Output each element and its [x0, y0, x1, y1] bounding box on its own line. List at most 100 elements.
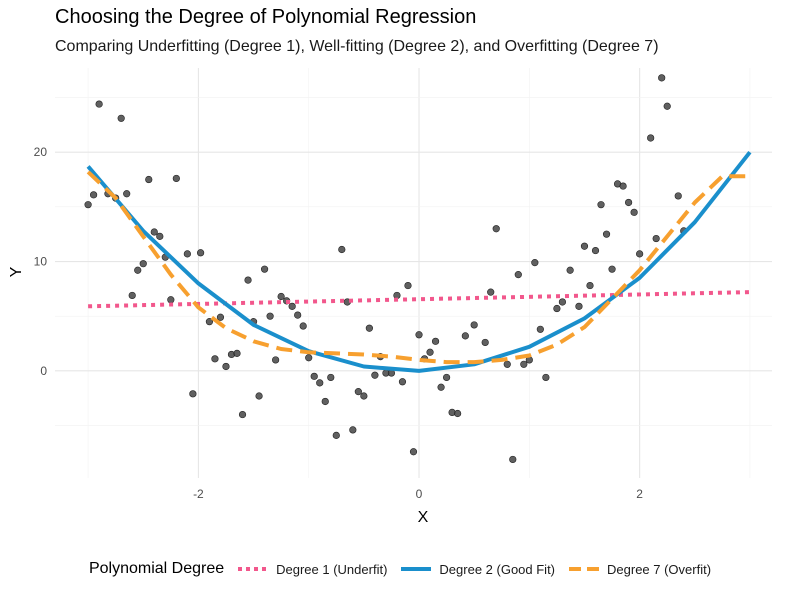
data-point [619, 182, 627, 190]
data-point [90, 191, 98, 199]
legend-key-dotted [238, 567, 269, 571]
data-point [558, 298, 567, 306]
data-point [238, 410, 247, 419]
data-point [520, 360, 528, 368]
data-point [586, 281, 594, 290]
line-degree-2 [86, 150, 752, 373]
x-axis-title: X [418, 509, 429, 526]
line-degree-7 [86, 170, 750, 365]
data-point [216, 313, 225, 321]
data-point [426, 348, 434, 356]
data-point [338, 245, 346, 254]
data-point [197, 249, 205, 257]
data-point [244, 276, 252, 284]
legend-label-degree-2: Degree 2 (Good Fit) [439, 561, 556, 577]
x-tick-label: 2 [636, 487, 643, 501]
data-point [277, 292, 285, 301]
data-point [674, 192, 682, 200]
legend-item-degree-2: Degree 2 (Good Fit) [399, 562, 555, 577]
data-point [531, 259, 539, 267]
data-point [288, 302, 296, 310]
data-point [189, 390, 197, 398]
y-axis-title: Y [8, 266, 25, 277]
data-point [321, 397, 329, 406]
data-point [636, 250, 644, 258]
legend: Polynomial Degree Degree 1 (Underfit) De… [0, 556, 800, 582]
data-point [647, 134, 655, 142]
data-point [461, 332, 469, 340]
legend-label-degree-1: Degree 1 (Underfit) [276, 561, 388, 577]
scatter-points [84, 74, 688, 464]
data-point [128, 291, 136, 300]
data-point [316, 379, 324, 387]
chart-subtitle: Comparing Underfitting (Degree 1), Well-… [55, 38, 659, 55]
data-point [580, 242, 589, 250]
data-point [205, 318, 214, 326]
data-point [299, 322, 307, 330]
data-point [536, 325, 544, 333]
data-point [95, 100, 103, 108]
data-point [409, 448, 418, 456]
data-point [156, 232, 164, 240]
data-point [503, 360, 511, 368]
x-tick-label: 0 [416, 487, 423, 501]
data-point [327, 373, 335, 382]
legend-key-solid [401, 567, 432, 571]
data-point [542, 373, 550, 382]
data-point [431, 337, 440, 345]
data-point [602, 230, 611, 238]
data-point [332, 431, 340, 439]
data-point [470, 321, 478, 329]
data-point [658, 74, 666, 82]
data-point [310, 372, 318, 380]
data-point [360, 392, 368, 400]
data-point [233, 349, 241, 357]
data-point [509, 455, 517, 464]
line-degree-1 [88, 290, 750, 309]
data-point [608, 265, 616, 273]
data-point [84, 201, 92, 209]
data-point [415, 331, 423, 339]
fit-lines [86, 150, 752, 373]
legend-title: Polynomial Degree [88, 560, 225, 577]
data-point [260, 265, 269, 273]
data-point [272, 356, 280, 364]
data-point [123, 190, 131, 198]
data-point [481, 338, 489, 347]
data-point [172, 174, 180, 183]
data-point [150, 228, 158, 236]
legend-label-degree-7: Degree 7 (Overfit) [607, 561, 712, 577]
y-tick-label: 0 [40, 364, 47, 378]
data-point [211, 355, 219, 363]
legend-item-degree-7: Degree 7 (Overfit) [567, 562, 711, 577]
legend-item-degree-1: Degree 1 (Underfit) [236, 562, 387, 577]
data-point [398, 378, 407, 386]
data-point [167, 296, 175, 304]
data-point [514, 271, 522, 279]
data-point [553, 304, 561, 313]
legend-key-dashed [569, 567, 600, 571]
y-tick-label: 20 [34, 145, 48, 159]
grid-lines [55, 68, 772, 478]
chart-title: Choosing the Degree of Polynomial Regres… [55, 6, 477, 28]
data-point [145, 175, 153, 184]
data-point [566, 266, 574, 274]
data-point [591, 246, 600, 255]
data-point [652, 234, 660, 243]
data-point [442, 373, 451, 382]
data-point [624, 198, 633, 207]
data-point [294, 311, 302, 319]
data-point [222, 362, 230, 371]
data-point [255, 392, 263, 400]
data-point [575, 302, 583, 310]
data-point [404, 281, 412, 290]
data-point [454, 409, 462, 418]
x-tick-label: -2 [193, 487, 204, 501]
data-point [371, 371, 379, 379]
data-point [117, 114, 125, 122]
data-point [597, 201, 605, 209]
data-point [630, 208, 638, 216]
data-point [663, 102, 671, 110]
